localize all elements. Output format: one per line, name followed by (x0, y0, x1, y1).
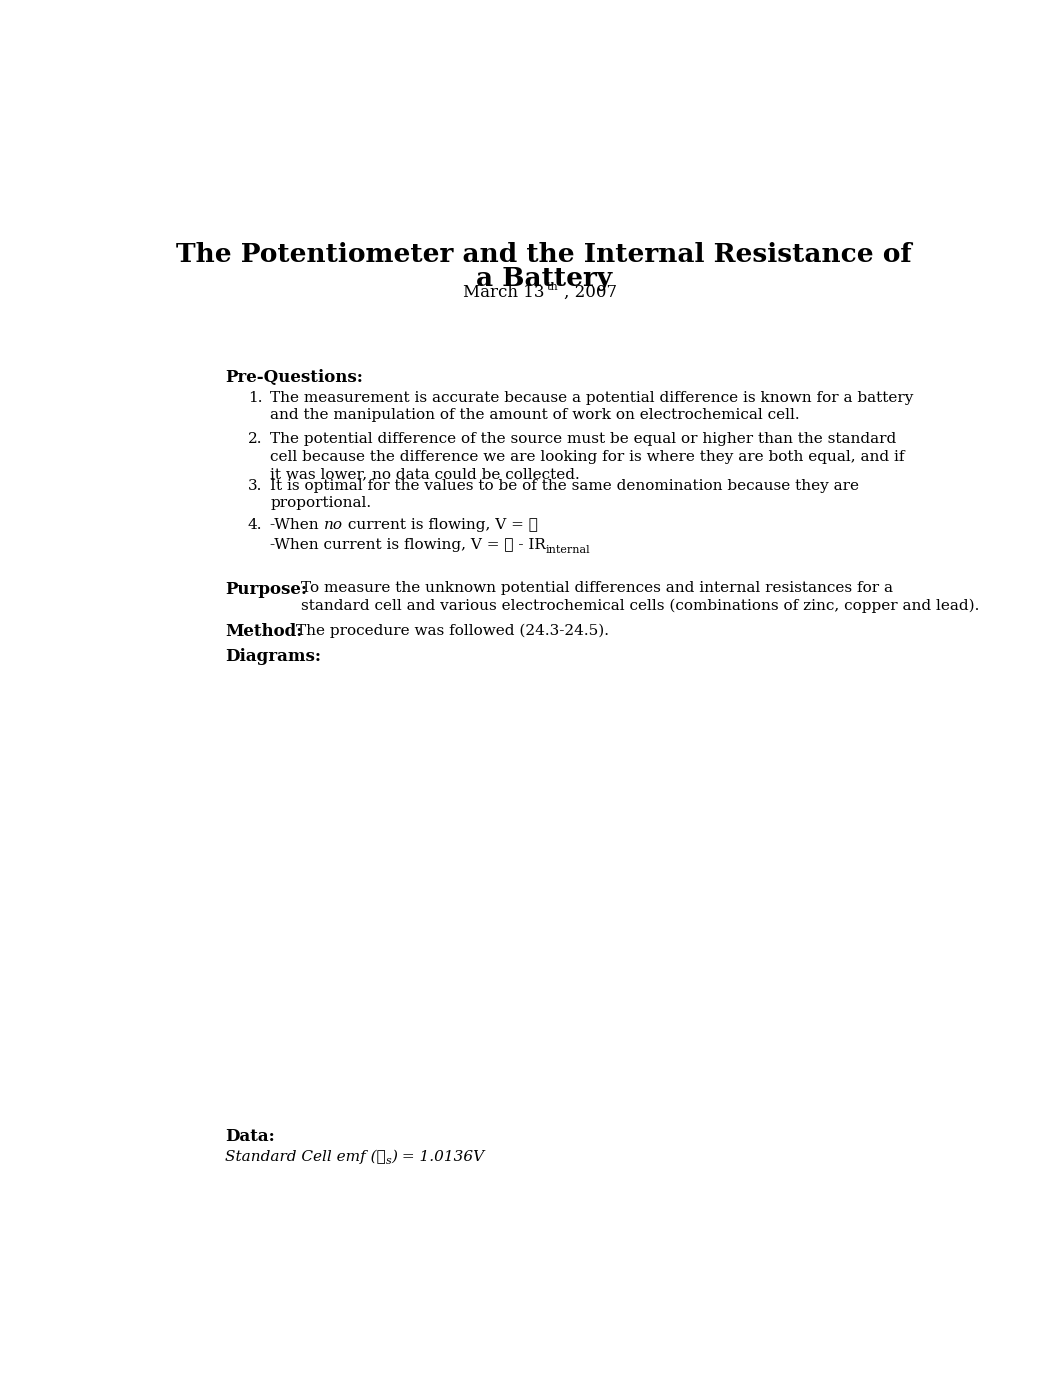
Text: Pre-Questions:: Pre-Questions: (225, 369, 363, 386)
Text: s: s (386, 1157, 392, 1166)
Text: a Battery: a Battery (476, 266, 613, 291)
Text: The Potentiometer and the Internal Resistance of: The Potentiometer and the Internal Resis… (176, 241, 912, 267)
Text: internal: internal (546, 545, 590, 555)
Text: 3.: 3. (249, 479, 262, 493)
Text: Method:: Method: (225, 624, 303, 640)
Text: 4.: 4. (249, 518, 262, 533)
Text: Purpose:: Purpose: (225, 581, 307, 598)
Text: The measurement is accurate because a potential difference is known for a batter: The measurement is accurate because a po… (270, 391, 913, 423)
Text: It is optimal for the values to be of the same denomination because they are
pro: It is optimal for the values to be of th… (270, 479, 859, 511)
Text: current is flowing, V = ℰ: current is flowing, V = ℰ (343, 518, 537, 533)
Text: -When current is flowing, V = ℰ - IR: -When current is flowing, V = ℰ - IR (270, 538, 546, 552)
Text: Diagrams:: Diagrams: (225, 647, 321, 665)
Text: -When: -When (270, 518, 324, 533)
Text: th: th (547, 282, 559, 292)
Text: Standard Cell emf (ℰ: Standard Cell emf (ℰ (225, 1150, 386, 1164)
Text: Data:: Data: (225, 1128, 275, 1146)
Text: no: no (324, 518, 343, 533)
Text: 1.: 1. (249, 391, 262, 405)
Text: , 2007: , 2007 (564, 284, 617, 300)
Text: 2.: 2. (249, 432, 262, 446)
Text: To measure the unknown potential differences and internal resistances for a
stan: To measure the unknown potential differe… (301, 581, 979, 613)
Text: Purpose:: Purpose: (225, 581, 307, 598)
Text: The potential difference of the source must be equal or higher than the standard: The potential difference of the source m… (270, 432, 905, 481)
Text: ) = 1.0136V: ) = 1.0136V (392, 1150, 484, 1164)
Text: The procedure was followed (24.3-24.5).: The procedure was followed (24.3-24.5). (295, 624, 609, 638)
Text: March 13: March 13 (463, 284, 545, 300)
